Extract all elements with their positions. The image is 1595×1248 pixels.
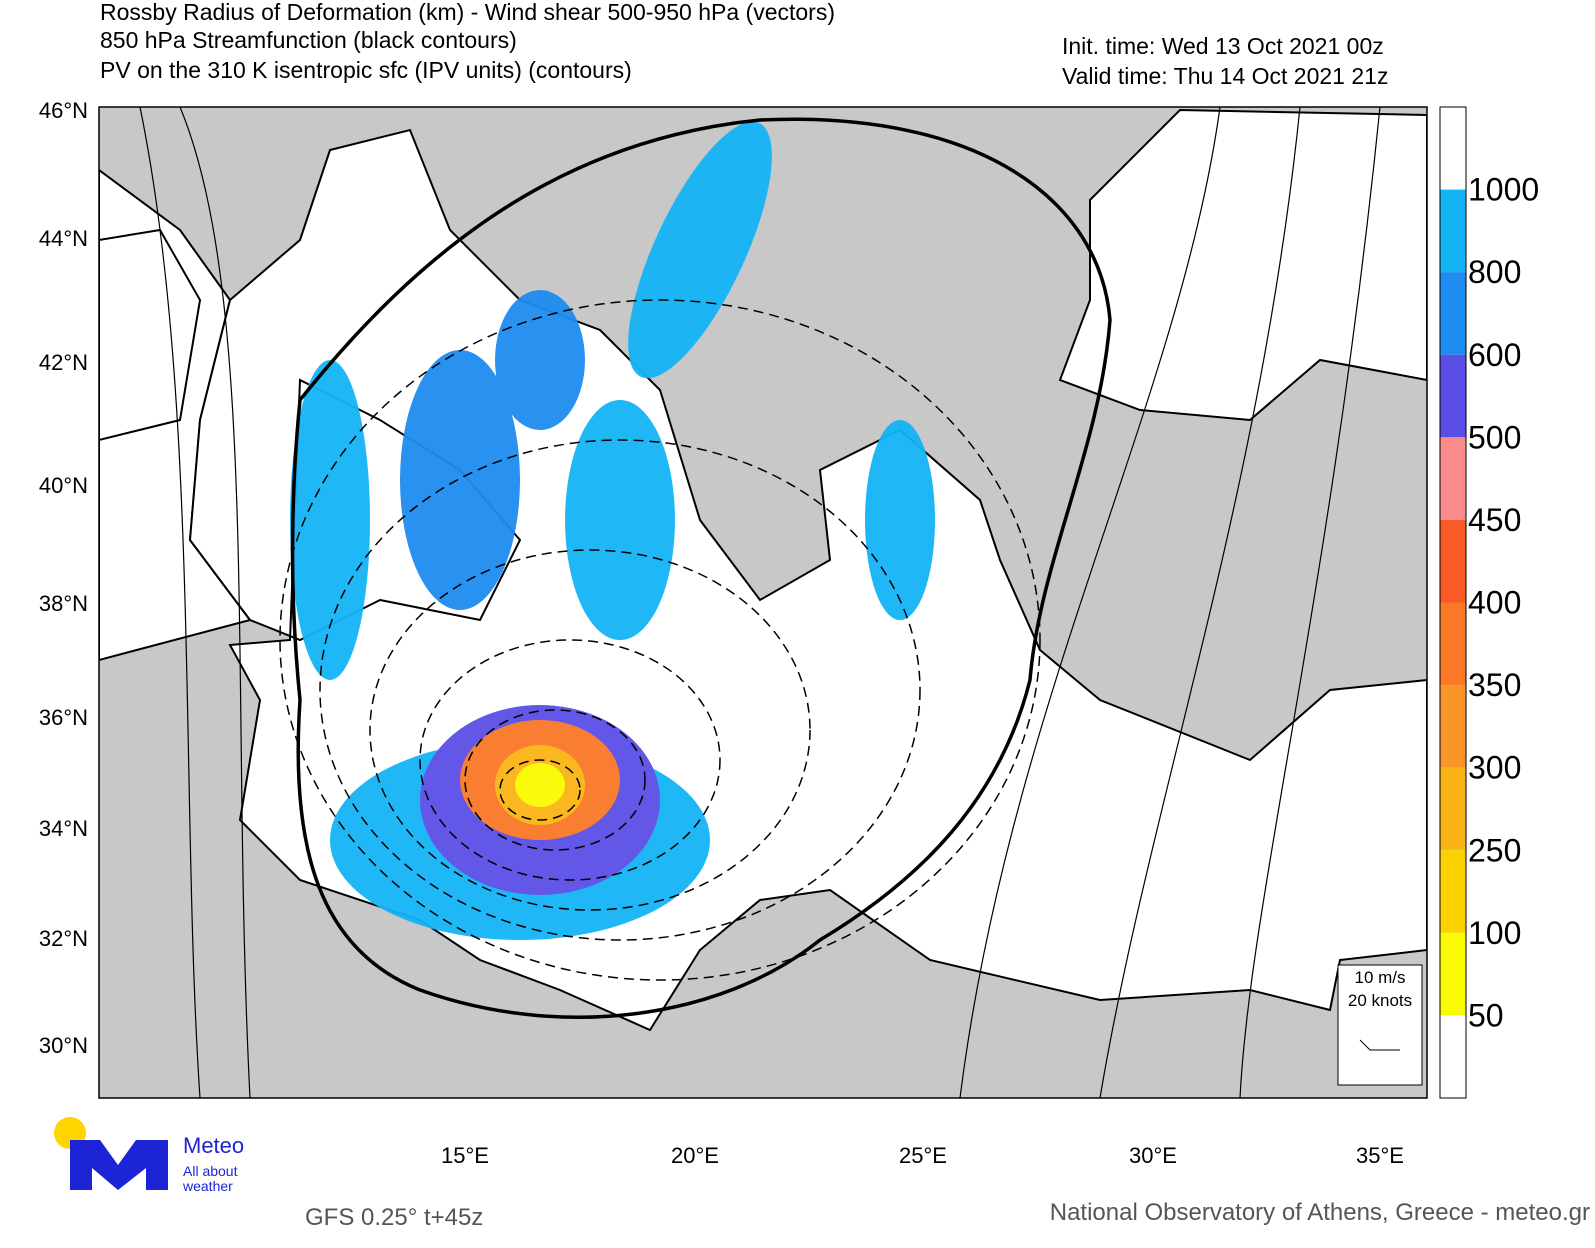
colorbar-label: 350 <box>1468 667 1521 703</box>
lon-axis: 15°E 20°E 25°E 30°E 35°E <box>441 1143 1404 1168</box>
streamfunction <box>279 299 1041 981</box>
key-text: 20 knots <box>1348 991 1412 1010</box>
colorbar-segment <box>1440 1015 1466 1098</box>
colorbar-label: 1000 <box>1468 172 1539 208</box>
colorbar-segment <box>1440 850 1466 933</box>
colorbar-segment <box>1440 932 1466 1016</box>
valid-time: Valid time: Thu 14 Oct 2021 21z <box>1062 63 1388 89</box>
logo-tagline: All about <box>183 1163 238 1179</box>
key-box <box>1337 964 1423 1086</box>
colorbar-label: 450 <box>1468 502 1521 538</box>
lon-label: 25°E <box>899 1143 947 1168</box>
colorbar-segment <box>1440 189 1466 273</box>
lat-label: 30°N <box>39 1033 88 1058</box>
lat-label: 46°N <box>39 98 88 123</box>
colorbar-label: 50 <box>1468 997 1504 1033</box>
lon-label: 35°E <box>1356 1143 1404 1168</box>
lat-label: 36°N <box>39 705 88 730</box>
lat-label: 42°N <box>39 350 88 375</box>
colorbar-segment <box>1440 685 1466 768</box>
map <box>99 107 1427 1098</box>
map-frame <box>98 106 1428 1099</box>
lat-label: 32°N <box>39 926 88 951</box>
colorbar: 1000 800 600 500 450 400 350 300 250 100 50 <box>1439 106 1539 1099</box>
colorbar-segment <box>1440 437 1466 520</box>
colorbar-label: 800 <box>1468 254 1521 290</box>
lat-axis: 46°N 44°N 42°N 40°N 38°N 36°N 34°N 32°N … <box>39 98 88 1058</box>
key-barb <box>1359 1039 1400 1051</box>
colorbar-label: 300 <box>1468 750 1521 786</box>
colorbar-segment <box>1440 519 1466 603</box>
colorbar-segment <box>1440 354 1466 438</box>
colorbar-segment <box>1440 602 1466 686</box>
init-time: Init. time: Wed 13 Oct 2021 00z <box>1062 33 1384 59</box>
colorbar-label: 500 <box>1468 419 1521 455</box>
lat-label: 38°N <box>39 591 88 616</box>
colorbar-segment <box>1440 272 1466 355</box>
colorbar-frame <box>1439 106 1467 1099</box>
colorbar-segment <box>1440 107 1466 190</box>
vector-key: 10 m/s 20 knots <box>1337 964 1423 1086</box>
title-line: 850 hPa Streamfunction (black contours) <box>100 27 517 53</box>
logo-name: Meteo <box>183 1133 244 1158</box>
title-line: Rossby Radius of Deformation (km) - Wind… <box>100 0 835 25</box>
streamlines <box>139 107 1381 1098</box>
logo-mark <box>70 1140 168 1190</box>
sea <box>1058 108 1427 422</box>
lon-label: 30°E <box>1129 1143 1177 1168</box>
colorbar-label: 400 <box>1468 585 1521 621</box>
title-line: PV on the 310 K isentropic sfc (IPV unit… <box>100 57 632 83</box>
colorbar-label: 100 <box>1468 915 1521 951</box>
lat-label: 40°N <box>39 473 88 498</box>
colorbar-label: 600 <box>1468 337 1521 373</box>
credit: National Observatory of Athens, Greece -… <box>1050 1199 1590 1226</box>
logo: Meteo All about weather <box>54 1117 244 1194</box>
lon-label: 20°E <box>671 1143 719 1168</box>
lat-label: 44°N <box>39 226 88 251</box>
thick-contour <box>290 117 1112 1019</box>
colorbar-segment <box>1440 767 1466 851</box>
logo-tagline: weather <box>182 1178 233 1194</box>
lon-label: 15°E <box>441 1143 489 1168</box>
model-info: GFS 0.25° t+45z <box>305 1204 483 1231</box>
lat-label: 34°N <box>39 816 88 841</box>
key-text: 10 m/s <box>1354 968 1405 987</box>
shading <box>290 121 935 940</box>
colorbar-label: 250 <box>1468 832 1521 868</box>
